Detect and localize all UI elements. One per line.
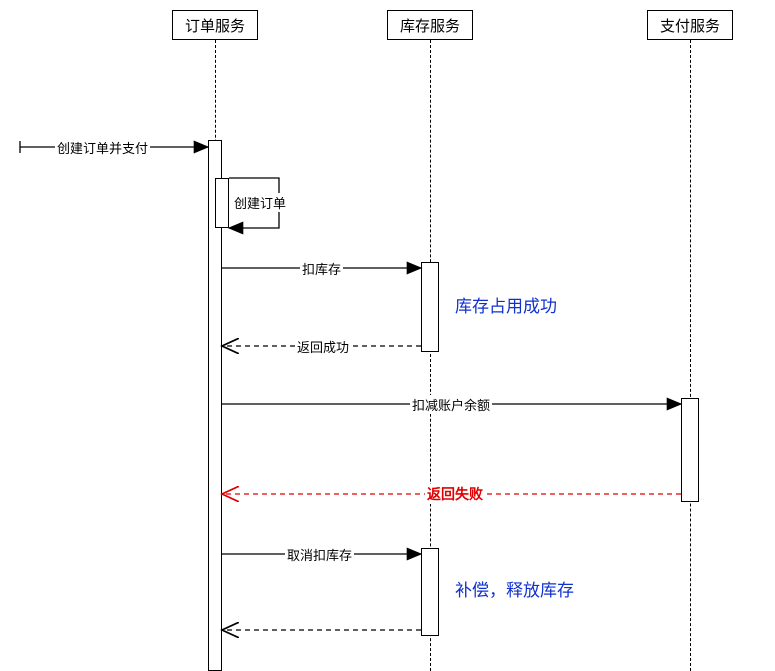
msg-deduct-balance-text: 扣减账户余额 [412, 398, 490, 413]
note-stock-occupied-ok-text: 库存占用成功 [455, 297, 557, 316]
msg-return-success-text: 返回成功 [297, 340, 349, 355]
participant-stock: 库存服务 [387, 10, 473, 40]
msg-return-fail: 返回失败 [425, 484, 485, 504]
activation-payment-1 [681, 398, 699, 502]
activation-stock-2 [421, 548, 439, 636]
msg-create-and-pay-text: 创建订单并支付 [57, 141, 148, 156]
msg-return-fail-text: 返回失败 [427, 486, 483, 502]
participant-payment: 支付服务 [647, 10, 733, 40]
msg-deduct-stock-text: 扣库存 [302, 262, 341, 277]
note-compensate-release-text: 补偿，释放库存 [455, 581, 574, 600]
lifeline-payment [690, 40, 691, 671]
msg-cancel-deduct-stock-text: 取消扣库存 [287, 548, 352, 563]
msg-deduct-balance: 扣减账户余额 [410, 395, 492, 414]
participant-payment-label: 支付服务 [660, 18, 720, 35]
arrows-layer [0, 0, 775, 671]
msg-self-create-order: 创建订单 [232, 193, 288, 212]
msg-return-success: 返回成功 [295, 337, 351, 356]
msg-create-and-pay: 创建订单并支付 [55, 138, 150, 157]
msg-deduct-stock: 扣库存 [300, 259, 343, 278]
msg-self-create-order-text: 创建订单 [234, 196, 286, 211]
note-stock-occupied-ok: 库存占用成功 [455, 292, 557, 317]
sequence-diagram: 订单服务 库存服务 支付服务 [0, 0, 775, 671]
activation-order-self [215, 178, 229, 228]
activation-stock-1 [421, 262, 439, 352]
note-compensate-release: 补偿，释放库存 [455, 576, 574, 601]
participant-order: 订单服务 [172, 10, 258, 40]
participant-stock-label: 库存服务 [400, 18, 460, 35]
participant-order-label: 订单服务 [185, 18, 245, 35]
msg-cancel-deduct-stock: 取消扣库存 [285, 545, 354, 564]
